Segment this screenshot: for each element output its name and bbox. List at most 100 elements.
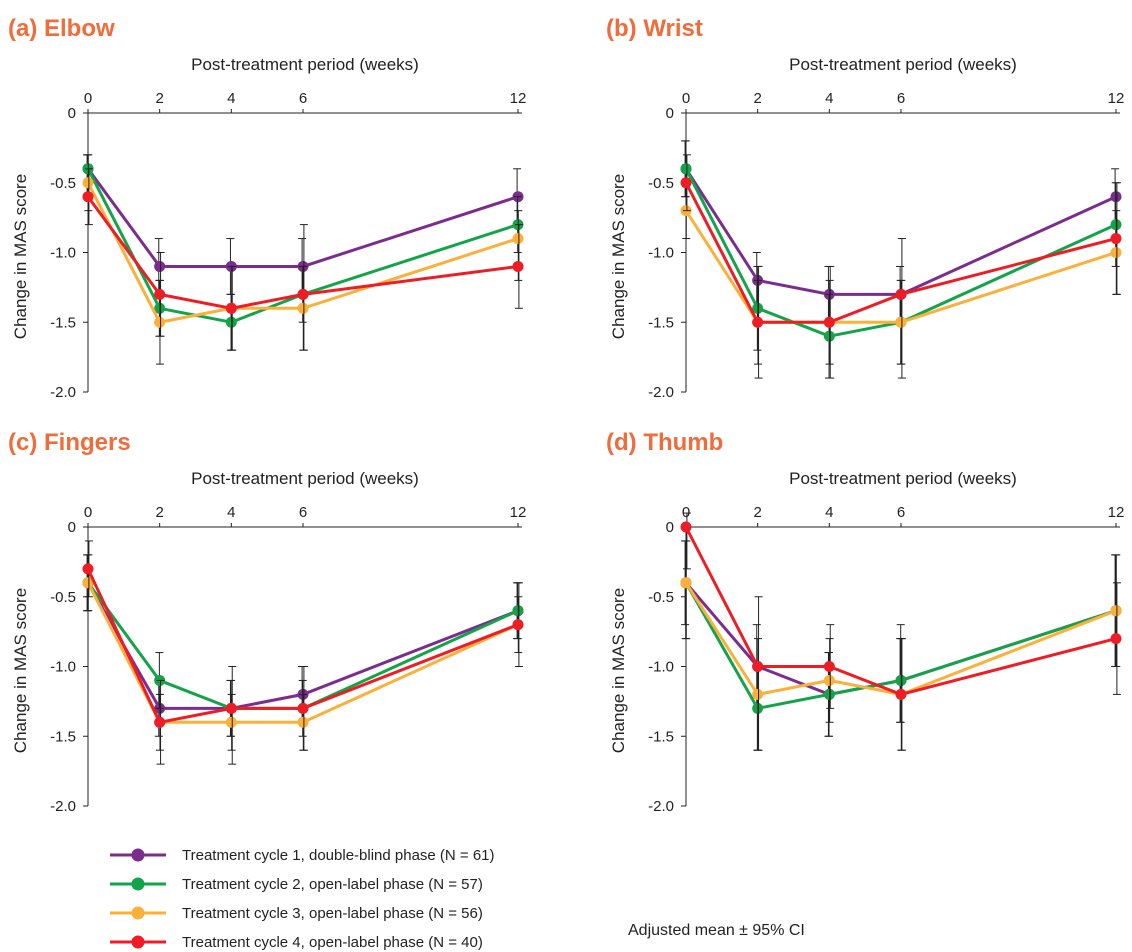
y-axis-title: Change in MAS score (609, 588, 628, 753)
data-point (895, 316, 907, 328)
data-point (297, 302, 309, 314)
y-tick-label: -1.0 (50, 245, 76, 262)
panel-title: (b) Wrist (606, 15, 703, 42)
data-point (225, 302, 237, 314)
data-point (823, 661, 835, 672)
x-axis-title: Post-treatment period (weeks) (191, 55, 419, 74)
data-point (895, 688, 907, 700)
x-tick-label: 0 (682, 504, 690, 521)
x-tick-label: 4 (227, 504, 235, 521)
data-point (512, 260, 524, 272)
y-tick-label: -0.5 (50, 175, 76, 192)
x-tick-label: 6 (897, 504, 905, 521)
data-point (1110, 605, 1122, 617)
x-axis-title: Post-treatment period (weeks) (191, 469, 419, 488)
y-tick-label: -2.0 (50, 384, 76, 401)
y-axis-title: Change in MAS score (11, 174, 30, 339)
data-point (752, 688, 764, 700)
series-4 (82, 168, 524, 351)
panel-title: (a) Elbow (8, 15, 115, 42)
y-tick-label: -2.0 (648, 384, 674, 401)
data-point (82, 191, 94, 203)
y-tick-label: -2.0 (50, 798, 76, 815)
y-tick-label: -0.5 (648, 175, 674, 192)
chart-panel-3: (c) Fingers Post-treatment period (weeks)… (8, 429, 526, 815)
legend-label: Treatment cycle 4, open-label phase (N =… (182, 934, 483, 951)
x-tick-label: 4 (227, 90, 235, 107)
series-3 (82, 154, 524, 365)
data-point (82, 577, 94, 589)
legend-label: Treatment cycle 1, double-blind phase (N… (182, 847, 495, 864)
y-tick-label: -1.0 (648, 659, 674, 676)
y-axis-title: Change in MAS score (609, 174, 628, 339)
data-point (512, 233, 524, 245)
statistics-note: Adjusted mean ± 95% CI (628, 922, 805, 939)
data-point (154, 716, 166, 728)
chart-panel-2: (b) Wrist Post-treatment period (weeks) Ch… (606, 15, 1124, 401)
y-tick-label: -0.5 (50, 589, 76, 606)
x-tick-label: 2 (155, 90, 163, 107)
x-tick-label: 0 (84, 504, 92, 521)
x-tick-label: 6 (897, 90, 905, 107)
y-tick-label: 0 (68, 519, 76, 536)
series-4 (680, 154, 1122, 379)
x-tick-label: 4 (825, 504, 833, 521)
y-tick-label: 0 (68, 105, 76, 122)
x-tick-label: 0 (682, 90, 690, 107)
data-point (680, 177, 692, 189)
legend-swatch-marker (131, 848, 145, 862)
x-tick-label: 4 (825, 90, 833, 107)
data-point (680, 163, 692, 175)
data-point (512, 619, 524, 631)
y-tick-label: -2.0 (648, 798, 674, 815)
x-axis-title: Post-treatment period (weeks) (789, 469, 1017, 488)
chart-panel-1: (a) Elbow Post-treatment period (weeks) Ch… (8, 15, 526, 401)
y-tick-label: -1.5 (50, 728, 76, 745)
data-point (823, 674, 835, 686)
data-point (1110, 633, 1122, 645)
x-tick-label: 2 (155, 504, 163, 521)
y-tick-label: -1.0 (648, 245, 674, 262)
data-point (154, 316, 166, 328)
legend-swatch-marker (131, 935, 145, 949)
x-axis-title: Post-treatment period (weeks) (789, 55, 1017, 74)
data-point (895, 288, 907, 300)
data-point (82, 177, 94, 189)
data-point (680, 521, 692, 533)
panel-title: (d) Thumb (606, 429, 723, 456)
y-tick-label: -1.5 (648, 728, 674, 745)
x-tick-label: 12 (510, 90, 527, 107)
panel-title: (c) Fingers (8, 429, 131, 456)
y-tick-label: -1.5 (648, 314, 674, 331)
x-tick-label: 2 (753, 90, 761, 107)
data-point (752, 316, 764, 328)
series-line (86, 167, 519, 268)
y-tick-label: 0 (666, 519, 674, 536)
y-tick-label: -1.5 (50, 314, 76, 331)
data-point (297, 288, 309, 300)
y-tick-label: -0.5 (648, 589, 674, 606)
x-tick-label: 6 (299, 504, 307, 521)
data-point (297, 716, 309, 728)
data-point (82, 563, 94, 575)
series-line (684, 167, 1117, 296)
data-point (1110, 247, 1122, 258)
series-3 (680, 182, 1122, 365)
legend: Treatment cycle 1, double-blind phase (N… (110, 847, 495, 951)
data-point (823, 316, 835, 328)
x-tick-label: 2 (753, 504, 761, 521)
x-tick-label: 0 (84, 90, 92, 107)
series-4 (82, 540, 524, 765)
y-tick-label: 0 (666, 105, 674, 122)
data-point (154, 260, 166, 272)
legend-label: Treatment cycle 3, open-label phase (N =… (182, 905, 483, 922)
y-axis-title: Change in MAS score (11, 588, 30, 753)
series-4 (680, 512, 1122, 751)
data-point (154, 288, 166, 300)
data-point (680, 577, 692, 589)
x-tick-label: 12 (1108, 504, 1125, 521)
data-point (752, 661, 764, 672)
legend-swatch-marker (131, 877, 145, 891)
legend-swatch-marker (131, 906, 145, 920)
